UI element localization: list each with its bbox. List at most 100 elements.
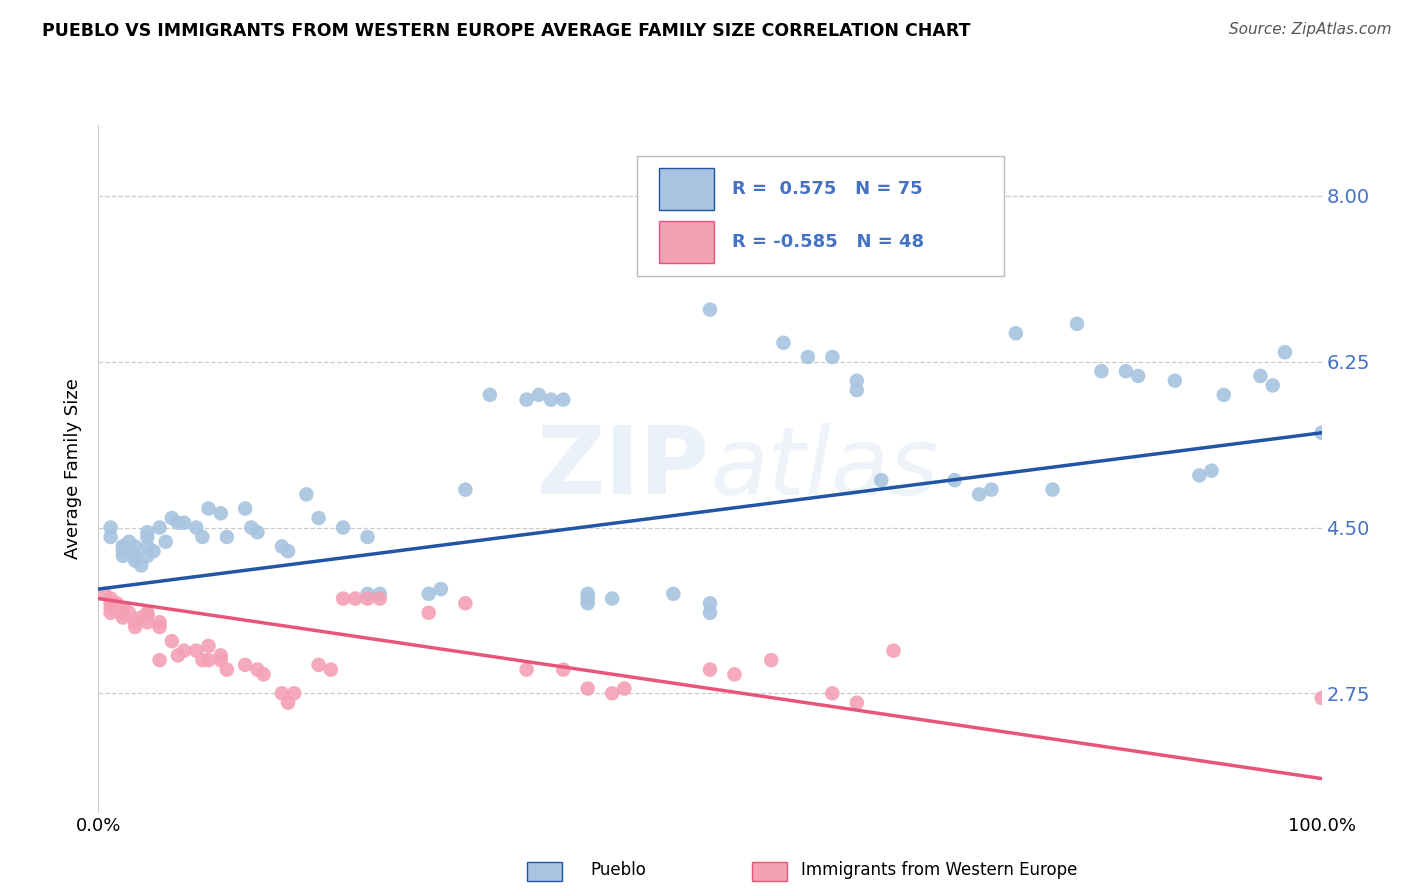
Point xyxy=(821,350,844,364)
Point xyxy=(111,610,134,624)
Point xyxy=(308,657,330,672)
Point xyxy=(136,530,159,544)
Point xyxy=(215,663,238,677)
Point xyxy=(1212,388,1234,402)
Point xyxy=(553,663,575,677)
Point xyxy=(1115,364,1137,378)
Point xyxy=(160,634,183,648)
Point xyxy=(553,392,575,407)
Text: Source: ZipAtlas.com: Source: ZipAtlas.com xyxy=(1229,22,1392,37)
Point xyxy=(772,335,794,350)
Point xyxy=(149,520,172,534)
Point xyxy=(845,383,868,397)
Point xyxy=(308,511,330,525)
Point xyxy=(240,520,263,534)
Point xyxy=(167,516,190,530)
Point xyxy=(699,606,721,620)
Point xyxy=(576,587,599,601)
Point xyxy=(418,587,440,601)
Point xyxy=(233,657,256,672)
Point xyxy=(186,520,208,534)
Point xyxy=(100,530,122,544)
Point xyxy=(136,615,159,630)
FancyBboxPatch shape xyxy=(637,156,1004,276)
Point xyxy=(980,483,1002,497)
Point xyxy=(136,607,159,622)
Point xyxy=(430,582,453,596)
Text: PUEBLO VS IMMIGRANTS FROM WESTERN EUROPE AVERAGE FAMILY SIZE CORRELATION CHART: PUEBLO VS IMMIGRANTS FROM WESTERN EUROPE… xyxy=(42,22,970,40)
Point xyxy=(454,596,477,610)
Point xyxy=(270,540,294,554)
FancyBboxPatch shape xyxy=(658,221,714,263)
Point xyxy=(142,544,165,558)
Point xyxy=(1201,464,1223,478)
Point xyxy=(1066,317,1088,331)
Point xyxy=(1274,345,1296,359)
Point xyxy=(319,663,342,677)
Point xyxy=(111,540,134,554)
Point xyxy=(100,591,122,606)
Point xyxy=(478,388,501,402)
Point xyxy=(111,540,134,554)
Point xyxy=(1310,425,1333,440)
Point xyxy=(894,241,917,255)
Point xyxy=(332,520,354,534)
Point xyxy=(723,667,745,681)
Point xyxy=(845,374,868,388)
Point xyxy=(576,596,599,610)
Point xyxy=(527,388,550,402)
Point xyxy=(1249,368,1271,383)
Point xyxy=(118,534,141,549)
Point xyxy=(699,663,721,677)
Point xyxy=(418,606,440,620)
Point xyxy=(613,681,636,696)
Point xyxy=(1004,326,1026,341)
Point xyxy=(344,591,367,606)
Point xyxy=(215,530,238,544)
Point xyxy=(943,473,966,487)
Point xyxy=(136,540,159,554)
Point xyxy=(1164,374,1187,388)
Point xyxy=(186,643,208,657)
Point xyxy=(124,554,146,568)
Point xyxy=(920,236,942,251)
Point xyxy=(870,473,893,487)
Point xyxy=(124,549,146,563)
Point xyxy=(129,558,152,573)
Text: R = -0.585   N = 48: R = -0.585 N = 48 xyxy=(733,234,924,252)
Point xyxy=(1090,364,1112,378)
Point xyxy=(149,615,172,630)
Point xyxy=(149,653,172,667)
Point xyxy=(124,615,146,630)
Point xyxy=(209,506,232,520)
Point xyxy=(100,520,122,534)
Point xyxy=(1128,368,1150,383)
Text: ZIP: ZIP xyxy=(537,422,710,515)
Point xyxy=(356,530,378,544)
Point xyxy=(600,686,623,700)
Point xyxy=(515,663,537,677)
Point xyxy=(111,544,134,558)
Point xyxy=(454,483,477,497)
Point xyxy=(100,606,122,620)
Point xyxy=(160,511,183,525)
Point xyxy=(600,591,623,606)
Point xyxy=(136,549,159,563)
Text: Immigrants from Western Europe: Immigrants from Western Europe xyxy=(801,861,1078,879)
Point xyxy=(173,643,195,657)
Point xyxy=(233,501,256,516)
Point xyxy=(1188,468,1211,483)
Point xyxy=(129,610,152,624)
Point xyxy=(167,648,190,663)
Point xyxy=(191,530,214,544)
Point xyxy=(111,549,134,563)
Point xyxy=(368,591,391,606)
Point xyxy=(845,696,868,710)
Point xyxy=(1042,483,1064,497)
Point xyxy=(797,350,820,364)
Point xyxy=(252,667,274,681)
Point xyxy=(576,681,599,696)
Point xyxy=(883,643,905,657)
Point xyxy=(356,587,378,601)
Point xyxy=(246,663,269,677)
